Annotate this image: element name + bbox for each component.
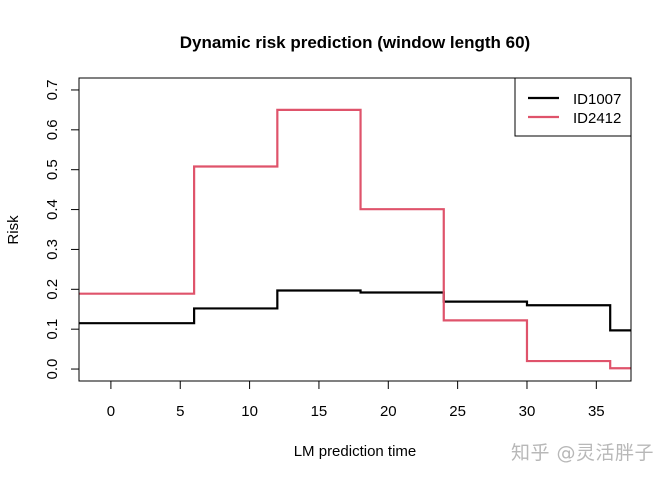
legend-label-id1007: ID1007 — [573, 91, 621, 108]
y-tick-label: 0.0 — [44, 359, 61, 380]
watermark-text: 知乎 @灵活胖子 — [511, 442, 655, 464]
x-tick-label: 30 — [519, 403, 536, 420]
x-axis: 0 5 10 15 20 25 30 35 — [107, 380, 605, 420]
x-tick-label: 20 — [380, 403, 397, 420]
y-tick-label: 0.3 — [44, 239, 61, 260]
legend-label-id2412: ID2412 — [573, 110, 621, 127]
legend-item-id2412: ID2412 — [528, 110, 621, 127]
chart-title: Dynamic risk prediction (window length 6… — [180, 33, 530, 52]
x-tick-label: 15 — [311, 403, 328, 420]
legend-item-id1007: ID1007 — [528, 91, 621, 108]
y-tick-label: 0.4 — [44, 199, 61, 220]
series-line-id2412 — [79, 108, 631, 370]
y-tick-label: 0.5 — [44, 159, 61, 180]
x-tick-label: 5 — [176, 403, 184, 420]
y-tick-label: 0.6 — [44, 119, 61, 140]
series-layer — [79, 108, 631, 370]
x-tick-label: 25 — [449, 403, 466, 420]
y-tick-label: 0.1 — [44, 319, 61, 340]
x-axis-label: LM prediction time — [294, 443, 417, 460]
x-tick-label: 10 — [241, 403, 258, 420]
x-tick-label: 35 — [588, 403, 605, 420]
y-axis-label: Risk — [5, 215, 22, 245]
legend-box — [514, 77, 632, 137]
y-tick-label: 0.7 — [44, 80, 61, 101]
y-axis: 0.0 0.1 0.2 0.3 0.4 0.5 0.6 0.7 — [44, 80, 80, 380]
legend: ID1007 ID2412 — [514, 77, 632, 137]
x-tick-label: 0 — [107, 403, 115, 420]
series-line-id1007 — [79, 289, 631, 332]
y-tick-label: 0.2 — [44, 279, 61, 300]
